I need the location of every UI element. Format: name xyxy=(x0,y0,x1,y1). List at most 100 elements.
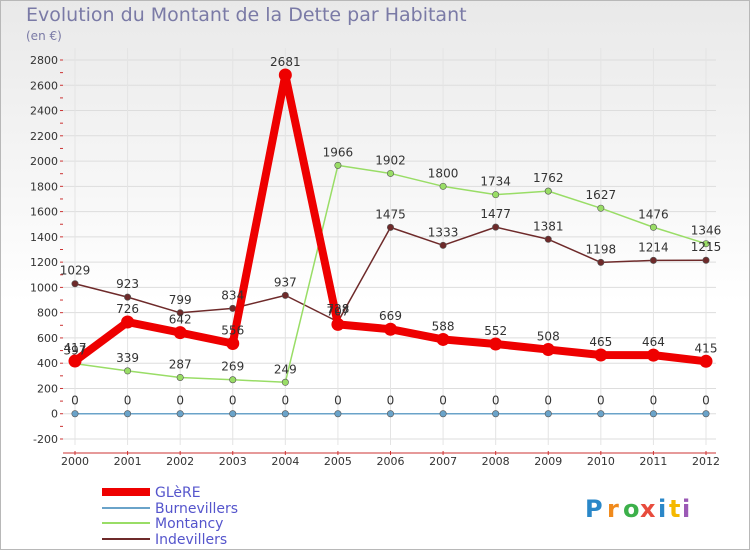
data-label: 937 xyxy=(274,275,297,289)
data-point xyxy=(281,291,289,299)
logo-letter: t xyxy=(669,495,680,523)
data-point xyxy=(176,373,184,381)
data-label: 1346 xyxy=(691,224,722,238)
data-label: 728 xyxy=(326,302,349,316)
data-point xyxy=(229,410,237,418)
chart-subtitle: (en €) xyxy=(26,29,62,43)
data-label: 669 xyxy=(379,309,402,323)
data-label: 339 xyxy=(116,351,139,365)
x-tick-label: 2009 xyxy=(534,455,562,468)
data-label: 1214 xyxy=(638,240,669,254)
data-label: 0 xyxy=(492,394,500,408)
x-tick-label: 2007 xyxy=(429,455,457,468)
data-point xyxy=(68,354,82,368)
data-label: 415 xyxy=(695,341,718,355)
data-label: 642 xyxy=(169,313,192,327)
data-label: 707 xyxy=(326,304,349,318)
x-tick-label: 2010 xyxy=(587,455,615,468)
data-label: 1215 xyxy=(691,240,722,254)
data-label: 0 xyxy=(124,394,132,408)
data-label: 1333 xyxy=(428,225,459,239)
data-label: 923 xyxy=(116,277,139,291)
data-point xyxy=(173,326,187,340)
data-point xyxy=(544,410,552,418)
y-tick-label: 800 xyxy=(37,307,58,320)
data-point xyxy=(384,322,397,336)
logo-letter: i xyxy=(658,495,666,523)
data-point xyxy=(229,304,237,312)
y-tick-label: 2400 xyxy=(30,105,58,118)
data-point xyxy=(439,241,447,249)
y-tick-label: 600 xyxy=(37,332,58,345)
data-label: 834 xyxy=(221,288,244,302)
data-label: 0 xyxy=(544,394,552,408)
data-point xyxy=(281,378,289,386)
data-point xyxy=(702,256,710,264)
data-label: 465 xyxy=(589,335,612,349)
data-label: 464 xyxy=(642,335,665,349)
data-point xyxy=(386,410,394,418)
data-label: 552 xyxy=(484,324,507,338)
data-label: 1762 xyxy=(533,171,564,185)
data-point xyxy=(492,191,500,199)
data-point xyxy=(229,376,237,384)
y-tick-label: 1000 xyxy=(30,281,58,294)
y-tick-label: 200 xyxy=(37,382,58,395)
data-label: 588 xyxy=(432,319,455,333)
data-point xyxy=(281,410,289,418)
data-point xyxy=(121,315,135,329)
y-tick-label: -200 xyxy=(33,433,58,446)
data-label: 1902 xyxy=(375,153,406,167)
data-label: 1029 xyxy=(60,264,91,278)
data-point xyxy=(439,410,447,418)
data-point xyxy=(541,343,555,357)
data-label: 0 xyxy=(439,394,447,408)
y-tick-label: 2600 xyxy=(30,79,58,92)
legend-label: GLèRE xyxy=(155,485,201,501)
data-label: 556 xyxy=(221,323,244,337)
legend-label: Montancy xyxy=(155,516,223,532)
data-point xyxy=(649,223,657,231)
data-point xyxy=(492,223,500,231)
data-point xyxy=(124,410,132,418)
data-point xyxy=(386,169,394,177)
data-point xyxy=(334,410,342,418)
data-point xyxy=(71,410,79,418)
x-tick-label: 2011 xyxy=(639,455,667,468)
x-tick-label: 2008 xyxy=(482,455,510,468)
y-tick-label: 0 xyxy=(51,408,58,421)
y-tick-label: 2800 xyxy=(30,54,58,67)
data-label: 1734 xyxy=(480,175,511,189)
data-label: 1477 xyxy=(480,207,511,221)
data-point xyxy=(646,348,660,362)
data-label: 1966 xyxy=(323,145,354,159)
x-tick-label: 2003 xyxy=(219,455,247,468)
logo-letter: x xyxy=(640,495,656,523)
data-point xyxy=(594,348,608,362)
data-label: 726 xyxy=(116,302,139,316)
data-point xyxy=(702,240,710,248)
data-point xyxy=(492,410,500,418)
data-point xyxy=(544,235,552,243)
data-point xyxy=(649,410,657,418)
data-label: 1800 xyxy=(428,166,459,180)
data-label: 1198 xyxy=(586,242,617,256)
x-tick-label: 2001 xyxy=(114,455,142,468)
y-tick-label: 2200 xyxy=(30,130,58,143)
data-point xyxy=(176,309,184,317)
data-label: 417 xyxy=(64,341,87,355)
data-point xyxy=(489,337,503,351)
data-label: 508 xyxy=(537,330,560,344)
data-label: 0 xyxy=(334,394,342,408)
data-label: 0 xyxy=(387,394,395,408)
data-point xyxy=(334,161,342,169)
data-label: 249 xyxy=(274,362,297,376)
data-label: 0 xyxy=(282,394,290,408)
data-label: 799 xyxy=(169,293,192,307)
data-label: 1476 xyxy=(638,207,669,221)
x-tick-label: 2000 xyxy=(61,455,89,468)
chart-title: Evolution du Montant de la Dette par Hab… xyxy=(26,4,467,26)
data-point xyxy=(386,223,394,231)
data-label: 0 xyxy=(597,394,605,408)
